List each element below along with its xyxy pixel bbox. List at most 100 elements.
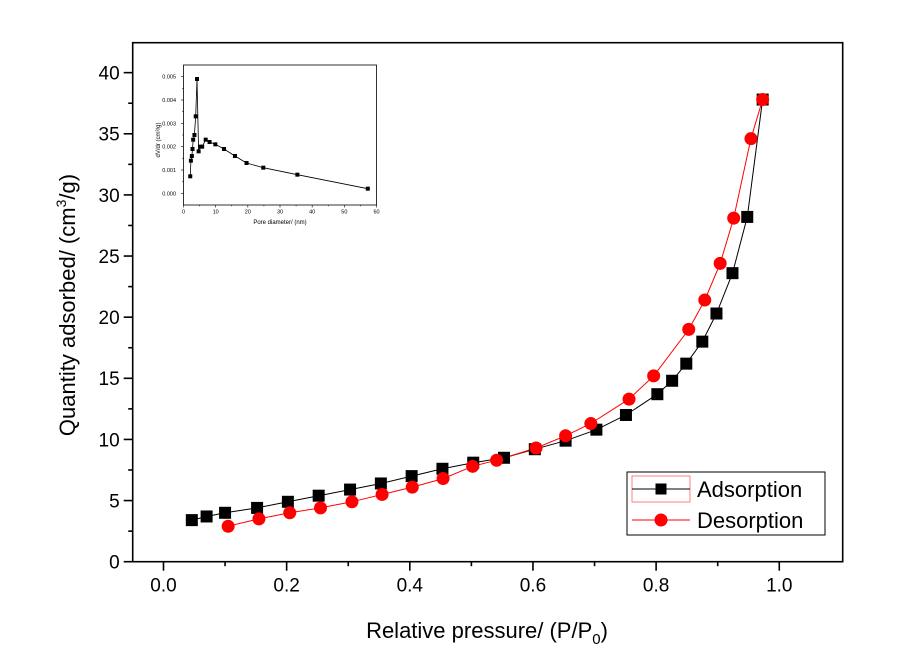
inset-data-point-pore-size-distribution	[188, 158, 193, 163]
data-point-adsorption	[405, 470, 418, 483]
y-tick-label: 15	[99, 369, 120, 390]
data-point-desorption	[314, 501, 328, 515]
y-tick-label: 35	[99, 125, 120, 146]
data-point-adsorption	[696, 335, 709, 348]
data-point-desorption	[283, 506, 297, 520]
legend-marker-adsorption	[655, 483, 667, 495]
x-tick-label: 0.8	[643, 576, 669, 597]
data-point-desorption	[647, 369, 661, 383]
inset-y-tick-label: 0.002	[162, 145, 176, 151]
inset-data-point-pore-size-distribution	[203, 137, 208, 142]
y-tick-label: 5	[109, 491, 120, 512]
data-point-adsorption	[710, 307, 723, 320]
inset-x-tick-label: 30	[277, 210, 283, 216]
main-plot: 0.0 0.2 0.4 0.6 0.8 1.0 0 5 10 15 20 25 30 35 40 Relati…	[53, 41, 844, 648]
x-tick-label: 0.6	[520, 576, 546, 597]
inset-data-point-pore-size-distribution	[193, 114, 198, 119]
x-tick-label: 1.0	[766, 576, 792, 597]
data-point-adsorption	[741, 210, 754, 223]
x-tick-label: 0.2	[273, 576, 299, 597]
data-point-adsorption	[651, 388, 664, 401]
inset-data-point-pore-size-distribution	[207, 140, 212, 144]
inset-x-tick-label: 60	[373, 210, 379, 216]
inset-data-point-pore-size-distribution	[188, 174, 193, 179]
y-tick-label: 25	[99, 247, 120, 268]
legend: Adsorption Desorption	[626, 471, 826, 536]
data-point-desorption	[252, 512, 266, 526]
data-point-desorption	[466, 459, 480, 473]
inset-data-point-pore-size-distribution	[365, 186, 370, 191]
inset-y-tick-label: 0.003	[162, 121, 176, 127]
data-point-desorption	[559, 429, 573, 443]
data-point-adsorption	[619, 408, 632, 421]
data-point-desorption	[584, 417, 598, 431]
data-point-desorption	[490, 453, 504, 467]
data-point-desorption	[345, 495, 359, 509]
inset-data-point-pore-size-distribution	[192, 133, 197, 137]
y-tick-label: 10	[99, 430, 120, 451]
legend-label-adsorption: Adsorption	[697, 477, 802, 502]
plot-frame	[131, 41, 844, 563]
data-point-desorption	[713, 256, 727, 270]
data-point-desorption	[405, 480, 419, 494]
inset-y-axis-label: dV/dr (cm³/g)	[156, 122, 162, 157]
inset-y-tick-label: 0.005	[162, 75, 176, 81]
inset-plot: 0 10 20 30 40 50 60 0.000 0.001 0.002 0.003 0.004 0.…	[156, 64, 380, 226]
y-tick-label: 30	[99, 186, 120, 207]
inset-x-tick-label: 50	[341, 210, 347, 216]
inset-data-point-pore-size-distribution	[232, 154, 237, 158]
inset-y-tick-label: 0.004	[162, 98, 176, 104]
inset-x-tick-label: 20	[245, 210, 251, 216]
inset-x-tick-label: 10	[213, 210, 219, 216]
inset-y-tick-label: 0.000	[162, 191, 176, 197]
data-point-adsorption	[312, 489, 325, 502]
x-axis-label: Relative pressure/ (P/P0)	[366, 618, 608, 648]
data-point-adsorption	[726, 267, 739, 280]
data-point-adsorption	[344, 483, 357, 496]
data-point-adsorption	[374, 477, 387, 490]
inset-data-point-pore-size-distribution	[222, 147, 227, 151]
inset-data-point-pore-size-distribution	[295, 172, 300, 177]
x-tick-label: 0.0	[150, 576, 176, 597]
y-tick-label: 40	[99, 63, 120, 84]
inset-background	[183, 65, 377, 205]
inset-data-point-pore-size-distribution	[191, 137, 196, 142]
inset-data-point-pore-size-distribution	[213, 142, 218, 147]
inset-data-point-pore-size-distribution	[196, 149, 201, 154]
data-point-desorption	[698, 293, 712, 307]
data-point-adsorption	[281, 495, 294, 508]
inset-data-point-pore-size-distribution	[244, 161, 249, 165]
legend-marker-desorption	[654, 513, 668, 527]
y-axis-label: Quantity adsorbed/ (cm3/g)	[53, 174, 80, 436]
data-point-desorption	[744, 132, 758, 146]
data-point-desorption	[727, 211, 741, 225]
data-point-desorption	[682, 322, 696, 336]
inset-data-point-pore-size-distribution	[200, 144, 205, 149]
data-point-adsorption	[251, 501, 264, 514]
inset-x-tick-label: 0	[182, 210, 185, 216]
y-tick-label: 20	[99, 308, 120, 329]
data-point-adsorption	[680, 357, 693, 370]
data-point-desorption	[529, 441, 543, 455]
data-point-desorption	[221, 519, 235, 533]
inset-x-axis-label: Pore diameter/ (nm)	[253, 220, 306, 226]
inset-data-point-pore-size-distribution	[195, 77, 200, 81]
data-point-adsorption	[200, 510, 213, 523]
data-point-desorption	[756, 93, 770, 107]
data-point-desorption	[375, 487, 389, 501]
inset-data-point-pore-size-distribution	[261, 165, 266, 170]
data-point-adsorption	[185, 514, 198, 527]
legend-label-desorption: Desorption	[697, 508, 803, 533]
data-point-adsorption	[666, 374, 679, 387]
inset-x-tick-label: 40	[309, 210, 315, 216]
x-tick-label: 0.4	[397, 576, 424, 597]
data-point-desorption	[622, 392, 636, 406]
data-point-adsorption	[436, 462, 449, 475]
data-point-adsorption	[219, 506, 232, 519]
inset-y-tick-label: 0.001	[162, 168, 176, 174]
y-tick-label: 0	[109, 553, 120, 574]
inset-data-point-pore-size-distribution	[189, 154, 194, 158]
data-point-desorption	[436, 472, 450, 486]
inset-data-point-pore-size-distribution	[190, 147, 195, 151]
